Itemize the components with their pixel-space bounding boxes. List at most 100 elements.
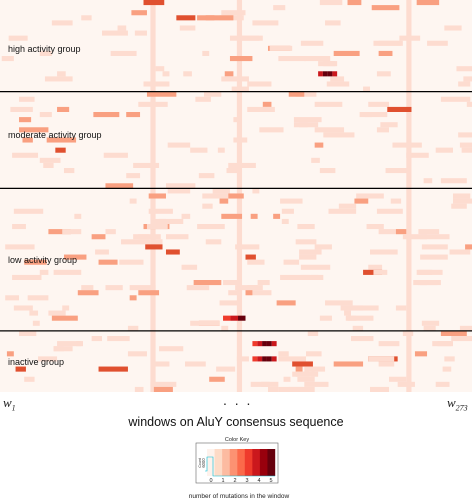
- heatmap-cell: [134, 386, 144, 392]
- heatmap-cell: [133, 162, 160, 168]
- heatmap-cell: [176, 15, 196, 21]
- heatmap-cell: [19, 117, 32, 123]
- heatmap-cell: [344, 310, 351, 316]
- heatmap-cell: [323, 61, 338, 67]
- heatmap-cell: [155, 66, 165, 72]
- heatmap-cell: [15, 366, 26, 372]
- heatmap-cell: [314, 244, 332, 250]
- group-label-low: low activity group: [8, 255, 78, 265]
- heatmap-cell: [252, 20, 279, 26]
- heatmap-cell: [281, 218, 289, 224]
- heatmap-highlight-cell: [257, 356, 263, 362]
- heatmap-highlight-cell: [230, 315, 239, 321]
- heatmap-cell: [459, 142, 472, 148]
- heatmap-cell: [221, 10, 246, 16]
- heatmap-cell: [223, 280, 241, 286]
- heatmap-cell: [276, 300, 296, 306]
- heatmap-cell: [53, 269, 82, 275]
- heatmap-cell: [181, 264, 198, 270]
- heatmap-cell: [283, 259, 300, 265]
- heatmap-cell: [297, 376, 315, 382]
- x-end-label: w273: [447, 395, 468, 413]
- heatmap-cell: [399, 35, 421, 41]
- heatmap-cell: [138, 101, 168, 107]
- x-ellipsis: . . .: [223, 392, 253, 408]
- heatmap-cell: [46, 137, 77, 143]
- heatmap-cell: [134, 30, 147, 36]
- heatmap-cell: [24, 376, 35, 382]
- heatmap-cell: [165, 183, 196, 189]
- heatmap-cell: [414, 351, 428, 357]
- heatmap-cell: [444, 356, 455, 362]
- heatmap-cell: [81, 15, 92, 21]
- heatmap-cell: [19, 330, 37, 336]
- heatmap-cell: [5, 295, 20, 301]
- heatmap-cell: [369, 386, 390, 392]
- color-key-swatch: [207, 449, 215, 476]
- heatmap-cell: [326, 81, 350, 87]
- heatmap-cell: [197, 224, 225, 230]
- heatmap-cell: [368, 356, 395, 362]
- heatmap-cell: [105, 285, 123, 291]
- heatmap-cell: [380, 122, 398, 128]
- heatmap-cell: [152, 361, 170, 367]
- heatmap-cell: [369, 249, 398, 255]
- heatmap-cell: [226, 168, 239, 174]
- heatmap-cell: [420, 280, 428, 286]
- heatmap-cell: [373, 40, 403, 46]
- heatmap-cell: [451, 203, 467, 209]
- heatmap-cell: [395, 229, 407, 235]
- heatmap-cell: [127, 351, 147, 357]
- heatmap-cell: [57, 106, 70, 112]
- heatmap-highlight-cell: [257, 341, 263, 347]
- heatmap-cell: [62, 229, 82, 235]
- heatmap-cell: [131, 10, 147, 16]
- heatmap-cell: [461, 147, 472, 153]
- heatmap-cell: [204, 91, 222, 97]
- heatmap-cell: [421, 320, 440, 326]
- heatmap-cell: [148, 193, 166, 199]
- heatmap-cell: [330, 132, 355, 138]
- heatmap-cell: [183, 71, 192, 77]
- heatmap-cell: [440, 96, 471, 102]
- heatmap-cell: [190, 320, 220, 326]
- heatmap-cell: [184, 361, 206, 367]
- heatmap-cell: [12, 224, 26, 230]
- heatmap-cell: [299, 122, 319, 128]
- heatmap-cell: [300, 264, 331, 270]
- heatmap-cell: [143, 81, 170, 87]
- heatmap-cell: [1, 56, 14, 62]
- heatmap-cell: [363, 86, 370, 92]
- heatmap-cell: [293, 122, 308, 128]
- heatmap-cell: [162, 71, 170, 77]
- heatmap-cell: [148, 208, 173, 214]
- heatmap-cell: [43, 162, 54, 168]
- heatmap-cell: [257, 280, 270, 286]
- color-key-title: Color Key: [225, 437, 249, 443]
- heatmap-cell: [267, 386, 279, 392]
- heatmap-cell: [378, 229, 405, 235]
- heatmap-cell: [143, 0, 165, 6]
- heatmap-cell: [107, 336, 130, 342]
- heatmap-cell: [62, 305, 70, 311]
- color-key-frame: [195, 442, 279, 484]
- heatmap-cell: [325, 20, 341, 26]
- heatmap-cell: [440, 178, 467, 184]
- heatmap-cell: [91, 234, 106, 240]
- heatmap-cell: [146, 91, 177, 97]
- heatmap-cell: [145, 244, 163, 250]
- heatmap-cell: [110, 50, 137, 56]
- heatmap-cell: [252, 290, 272, 296]
- heatmap-cell: [193, 280, 222, 286]
- heatmap-cell: [181, 213, 191, 219]
- heatmap-cell: [387, 106, 412, 112]
- heatmap-cell: [63, 254, 87, 260]
- heatmap-cell: [273, 5, 286, 11]
- heatmap-cell: [81, 285, 94, 291]
- color-key-ticks: 0 1 2 3 4 5: [209, 478, 272, 484]
- heatmap-cell: [12, 152, 39, 158]
- heatmap-cell: [102, 30, 128, 36]
- heatmap-cell: [378, 341, 400, 347]
- heatmap-cell: [129, 295, 137, 301]
- heatmap-cell: [373, 269, 388, 275]
